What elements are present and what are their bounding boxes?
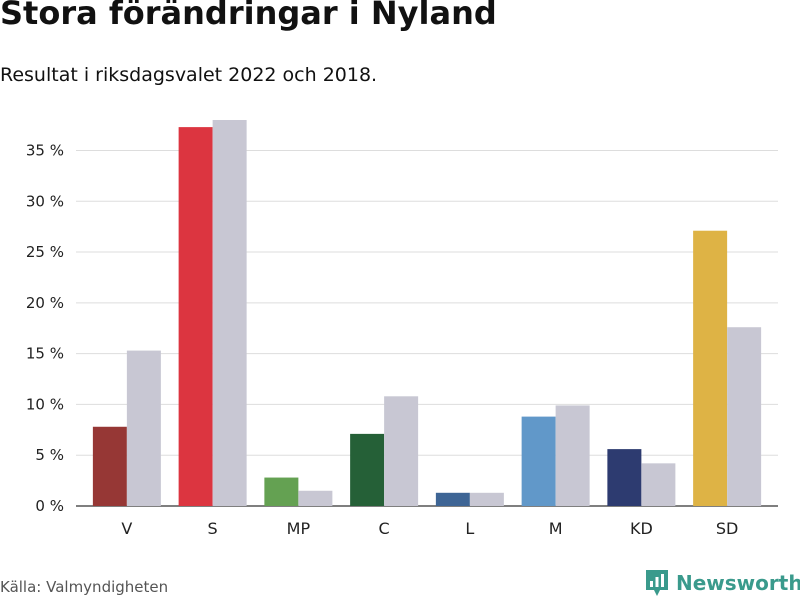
bar-2018-v — [126, 350, 161, 506]
bar-2018-sd — [727, 327, 762, 506]
y-tick-label: 10 % — [26, 395, 64, 413]
y-tick-label: 15 % — [26, 345, 64, 363]
y-tick-label: 35 % — [26, 141, 64, 159]
y-tick-label: 25 % — [26, 243, 64, 261]
y-tick-label: 5 % — [35, 446, 64, 464]
y-tick-label: 30 % — [26, 192, 64, 210]
x-tick-label: V — [121, 519, 132, 538]
x-tick-label: S — [208, 519, 218, 538]
brand-logo[interactable]: Newsworthy — [644, 568, 800, 598]
bar-2018-l — [469, 492, 504, 506]
bar-2018-mp — [298, 490, 333, 506]
bar-2018-s — [212, 120, 247, 506]
x-tick-label: C — [379, 519, 390, 538]
x-tick-label: KD — [630, 519, 653, 538]
bar-2022-mp — [264, 477, 299, 506]
x-tick-label: L — [465, 519, 474, 538]
x-tick-label: MP — [287, 519, 311, 538]
bar-2018-kd — [641, 463, 676, 506]
x-tick-label: M — [549, 519, 563, 538]
bar-2022-s — [178, 127, 213, 506]
brand-name: Newsworthy — [676, 571, 800, 595]
source-note: Källa: Valmyndigheten — [0, 578, 169, 596]
bar-2018-c — [384, 396, 419, 506]
bar-2022-c — [350, 433, 385, 506]
bar-2022-m — [521, 416, 556, 506]
bar-2022-kd — [607, 449, 642, 506]
x-tick-label: SD — [716, 519, 738, 538]
newsworthy-logo-icon — [646, 570, 668, 596]
bar-2022-sd — [693, 230, 728, 506]
page-subtitle: Resultat i riksdagsvalet 2022 och 2018. — [0, 64, 378, 86]
bar-2022-v — [92, 426, 127, 506]
y-tick-label: 0 % — [35, 497, 64, 515]
y-tick-label: 20 % — [26, 294, 64, 312]
page-title: Stora förändringar i Nyland — [0, 0, 497, 32]
bar-2022-l — [435, 492, 470, 506]
bar-2018-m — [555, 405, 590, 506]
